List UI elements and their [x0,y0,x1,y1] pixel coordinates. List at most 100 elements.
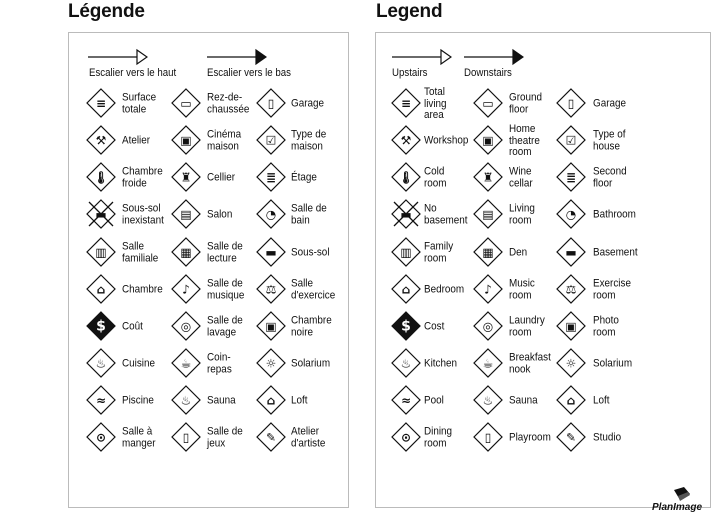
svg-text:◎: ◎ [483,320,493,334]
svg-text:▣: ▣ [482,134,493,148]
legend-item-ground-floor: ▭ Ground floor [473,88,569,120]
svg-text:◎: ◎ [181,320,191,334]
den-icon: ▦ [473,237,503,267]
legend-item-label: Chambre [122,283,163,296]
legend-item-total-area: ≡ Surface totale [86,88,182,120]
sauna-icon: ♨ [171,385,201,415]
solarium-icon: ☼ [556,348,586,378]
legend-item-solarium: ☼ Solarium [556,348,653,380]
svg-text:▭: ▭ [482,97,493,111]
breakfast-nook-icon: ☕ [171,348,201,378]
legend-item-label: Loft [593,394,610,407]
legend-item-label: Garage [291,97,325,110]
legend-item-living-room: ▤ Salon [171,199,267,231]
legend-item-wine-cellar: ♜ Cellier [171,162,267,194]
kitchen-icon: ♨ [391,348,421,378]
legend-item-label: Sous-sol inexistant [122,202,164,226]
legend-item-label: Type de maison [291,128,327,152]
workshop-icon: ⚒ [86,125,116,155]
svg-text:◔: ◔ [566,208,576,222]
svg-text:☼: ☼ [266,357,277,371]
legend-item-dining-room: ⊙ Salle à manger [86,422,182,454]
svg-text:≈: ≈ [401,394,411,408]
legend-item-ground-floor: ▭ Rez-de- chaussée [171,88,267,120]
basement-icon: ▬ [556,237,586,267]
legend-item-loft: ⌂ Loft [256,385,351,417]
stairs-down-label: Downstairs [464,67,512,79]
legend-item-den: ▦ Salle de lecture [171,237,267,269]
legend-item-label: Kitchen [424,357,458,370]
legend-item-label: Étage [291,171,317,184]
legend-item-exercise-room: ⚖ Exercise room [556,274,653,306]
no-basement-icon: ▬ [86,199,116,229]
home-theatre-icon: ▣ [473,125,503,155]
legend-item-label: Atelier d'artiste [291,425,326,449]
legend-item-basement: ▬ Basement [556,237,653,269]
cost-icon: $ [391,311,421,341]
legend-item-label: Coin- repas [207,351,232,375]
legend-item-total-area: ≡ Total living area [391,86,484,120]
legend-item-label: Den [509,246,528,259]
svg-text:▤: ▤ [180,208,191,222]
legend-item-cost: $ Coût [86,311,182,343]
svg-text:▦: ▦ [180,246,191,260]
legend-item-label: Solarium [593,357,633,370]
pool-icon: ≈ [86,385,116,415]
cost-icon: $ [86,311,116,341]
svg-text:≣: ≣ [266,171,276,185]
photo-room-icon: ▣ [556,311,586,341]
stairs-down-arrow-icon [207,48,268,71]
svg-text:♨: ♨ [96,357,107,371]
svg-text:≡: ≡ [401,97,411,111]
legend-item-label: Salle d'exercice [291,277,336,301]
legend-item-studio: ✎ Studio [556,422,653,454]
bathroom-icon: ◔ [556,199,586,229]
legend-item-label: Playroom [509,431,551,444]
svg-text:▤: ▤ [482,208,493,222]
legend-item-label: Salle de lecture [207,240,243,264]
legend-item-label: Wine cellar [509,165,533,189]
legend-item-label: Home theatre room [509,122,540,158]
stairs-down-label: Escalier vers le bas [207,67,291,79]
legend-item-label: Cost [424,320,445,333]
legend-item-playroom: ▯ Playroom [473,422,569,454]
legend-item-wine-cellar: ♜ Wine cellar [473,162,569,194]
bedroom-icon: ⌂ [86,274,116,304]
svg-text:⌂: ⌂ [97,283,106,297]
legend-item-laundry-room: ◎ Salle de lavage [171,311,267,343]
legend-panel-en [375,32,711,508]
stairs-up-label: Upstairs [392,67,428,79]
playroom-icon: ▯ [473,422,503,452]
bedroom-icon: ⌂ [391,274,421,304]
dining-room-icon: ⊙ [391,422,421,452]
legend-item-label: Sauna [207,394,236,407]
legend-item-house-type: ☑ Type de maison [256,125,351,157]
no-basement-icon: ▬ [391,199,421,229]
house-type-icon: ☑ [556,125,586,155]
wine-cellar-icon: ♜ [473,162,503,192]
legend-item-second-floor: ≣ Étage [256,162,351,194]
svg-text:☕: ☕ [483,357,494,371]
legend-item-label: Salle de jeux [207,425,243,449]
svg-text:▥: ▥ [95,246,106,260]
studio-icon: ✎ [256,422,286,452]
loft-icon: ⌂ [256,385,286,415]
svg-text:☼: ☼ [566,357,577,371]
legend-item-house-type: ☑ Type of house [556,125,653,157]
legend-item-laundry-room: ◎ Laundry room [473,311,569,343]
legend-item-label: Breakfast nook [509,351,551,375]
svg-text:≣: ≣ [566,171,576,185]
legend-item-label: Cuisine [122,357,156,370]
legend-item-living-room: ▤ Living room [473,199,569,231]
legend-item-label: Piscine [122,394,154,407]
svg-text:⊙: ⊙ [401,431,411,445]
basement-icon: ▬ [256,237,286,267]
living-room-icon: ▤ [171,199,201,229]
svg-text:$: $ [96,319,106,335]
legend-panel-fr [68,32,349,508]
legend-item-breakfast-nook: ☕ Coin- repas [171,348,267,380]
second-floor-icon: ≣ [556,162,586,192]
svg-text:♜: ♜ [483,171,494,185]
solarium-icon: ☼ [256,348,286,378]
studio-icon: ✎ [556,422,586,452]
